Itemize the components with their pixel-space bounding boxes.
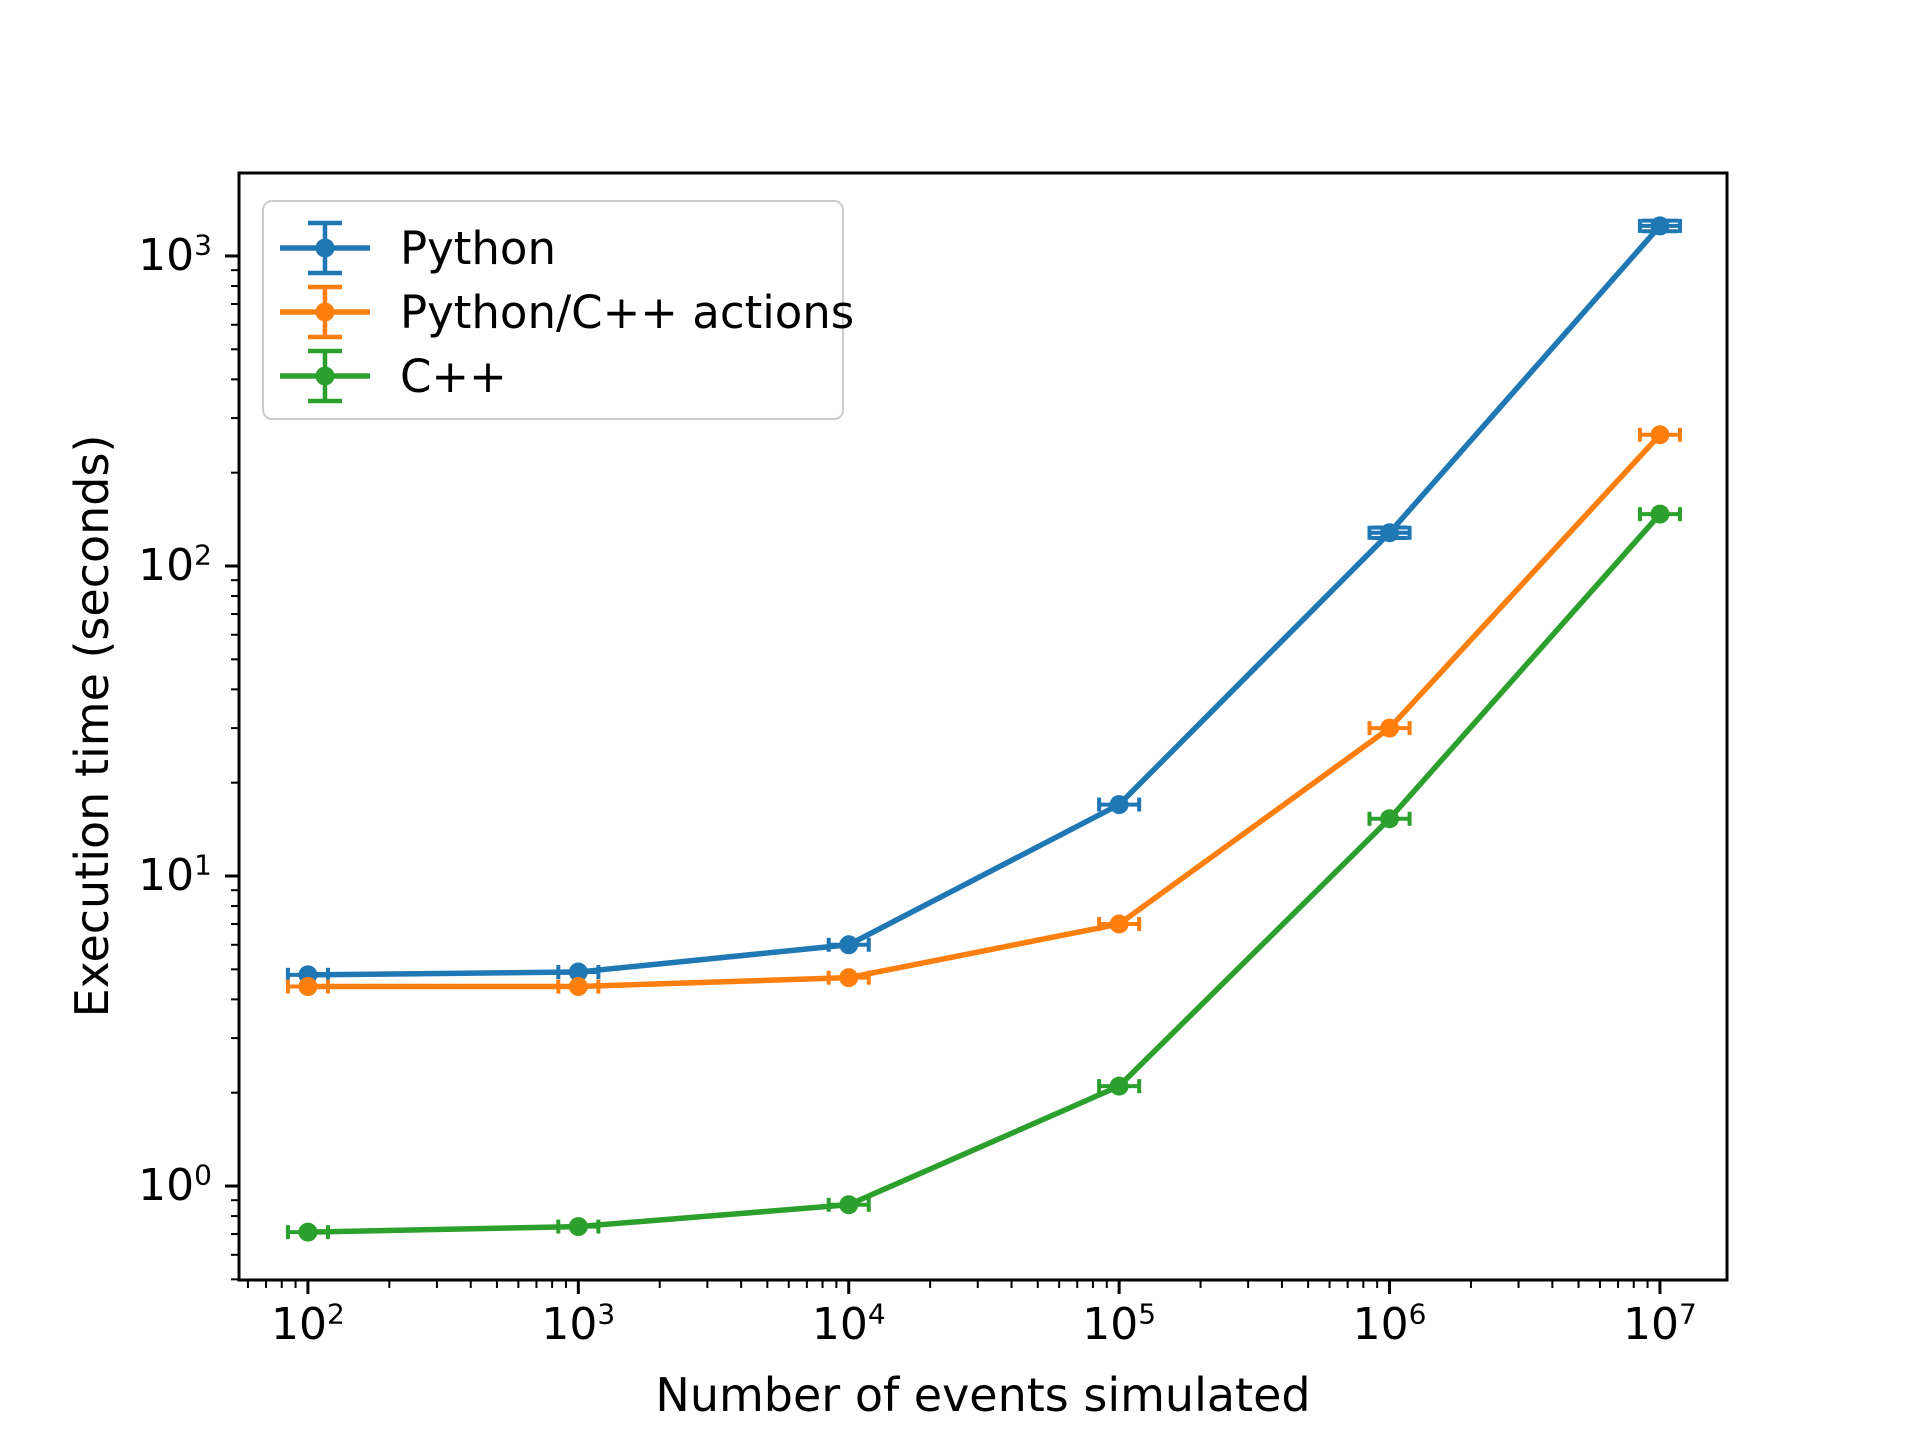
data-point-marker-python-c-actions: [298, 977, 318, 997]
data-point-marker-python-c-actions: [1109, 914, 1129, 934]
legend-swatch-marker: [315, 366, 335, 386]
x-tick-label: 106: [1352, 1297, 1427, 1350]
plot-spines: [237, 171, 1729, 1282]
x-axis-title: Number of events simulated: [655, 1368, 1311, 1422]
data-point-marker-python: [1650, 216, 1670, 236]
data-point-marker-c: [1650, 504, 1670, 524]
data-point-marker-c: [1380, 809, 1400, 829]
legend: Python Python/C++ actions C++: [262, 200, 854, 420]
legend-swatch-marker: [315, 302, 335, 322]
data-point-marker-python-c-actions: [839, 968, 859, 988]
x-tick-label: 107: [1623, 1297, 1697, 1350]
legend-swatch-marker: [315, 238, 335, 258]
y-tick-label: 102: [138, 538, 212, 591]
legend-errorbar-swatch: [280, 220, 370, 276]
legend-errorbar-swatch: [280, 348, 370, 404]
x-tick-label: 102: [271, 1297, 345, 1350]
y-tick-label: 101: [138, 848, 212, 901]
series-line-python: [305, 223, 1663, 978]
data-point-marker-python-c-actions: [568, 977, 588, 997]
data-point-marker-c: [568, 1217, 588, 1237]
x-tick-label: 104: [811, 1297, 886, 1350]
y-tick-label: 100: [138, 1158, 212, 1212]
legend-entry-c: C++: [280, 344, 814, 408]
data-point-marker-python: [839, 935, 859, 955]
legend-errorbar-swatch: [280, 284, 370, 340]
y-tick-label: 103: [138, 228, 212, 281]
data-point-marker-python-c-actions: [1650, 425, 1670, 445]
legend-entry-python: Python: [280, 216, 814, 280]
legend-entry-python-c-actions: Python/C++ actions: [280, 280, 854, 344]
data-point-marker-python: [1380, 523, 1400, 543]
data-point-marker-c: [1109, 1076, 1129, 1096]
series-line-c: [305, 511, 1663, 1235]
legend-label: Python/C++ actions: [400, 285, 855, 339]
data-point-marker-c: [839, 1195, 859, 1215]
x-tick-label: 103: [541, 1297, 616, 1350]
data-point-marker-python: [568, 962, 588, 982]
legend-label: C++: [400, 349, 507, 403]
data-point-marker-python-c-actions: [1380, 718, 1400, 738]
series-line-python-c-actions: [305, 432, 1663, 990]
x-tick-label: 105: [1082, 1297, 1157, 1350]
data-point-marker-python: [1109, 795, 1129, 815]
y-axis-title: Execution time (seconds): [65, 434, 119, 1018]
data-point-marker-c: [298, 1222, 318, 1242]
legend-label: Python: [400, 221, 556, 275]
